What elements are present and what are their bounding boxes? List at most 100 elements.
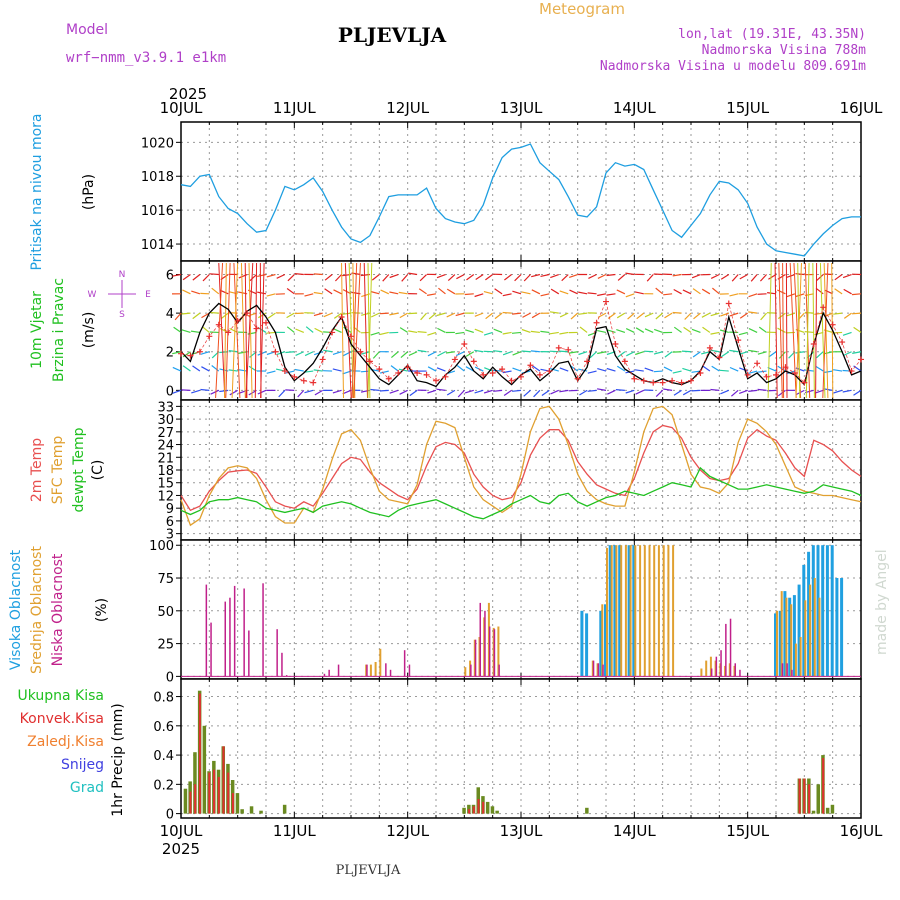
- wind-arrow: [719, 369, 729, 372]
- wind-arrow: [702, 326, 711, 333]
- cloud-low-bar: [602, 664, 604, 677]
- cloud-low-bar: [729, 618, 732, 677]
- compass-rose: N E S W: [88, 270, 152, 320]
- wind-arrow: [285, 351, 295, 354]
- wind-arrow: [739, 312, 749, 319]
- cloud-low-bar: [205, 584, 208, 677]
- wind-arrow: [530, 350, 540, 353]
- cloud-high-bar: [835, 578, 839, 677]
- wind-arrow: [578, 291, 588, 295]
- wind-arrow: [295, 351, 305, 356]
- wind-arrow: [446, 312, 456, 318]
- wind-arrow: [456, 365, 465, 372]
- cloud-low-bar: [366, 664, 368, 677]
- wind-arrow: [191, 290, 201, 295]
- wind-arrow: [540, 293, 550, 297]
- wind-arrow: [437, 327, 446, 333]
- cloud-low-bar: [470, 664, 472, 677]
- wind-arrow: [297, 389, 305, 398]
- wind-arrow: [408, 272, 418, 276]
- wind-arrow: [417, 349, 427, 353]
- wind-arrow: [512, 389, 522, 392]
- wind-arrow: [719, 329, 729, 334]
- wind-ytick-label: 4: [166, 307, 174, 322]
- wind-arrow: [823, 388, 833, 391]
- cloud-mid-bar: [653, 545, 656, 677]
- wind-unit: (m/s): [81, 312, 97, 349]
- wind-arrow: [172, 273, 182, 277]
- wind-ytick-label: 0: [166, 384, 174, 399]
- precip-total-bar: [249, 806, 254, 814]
- precip-total-bar: [490, 806, 495, 814]
- wind-arrow: [379, 331, 389, 336]
- gust-marker: [234, 317, 241, 324]
- cloud-low-bar: [720, 650, 722, 677]
- wind-arrow: [313, 312, 323, 317]
- temperature-ytick-label: 27: [157, 426, 174, 441]
- compass-n: N: [119, 270, 126, 280]
- precip-total-bar: [183, 788, 188, 814]
- wind-arrow: [816, 274, 824, 282]
- wind-arrow: [664, 351, 673, 358]
- wind-arrow: [219, 389, 229, 393]
- wind-arrow: [701, 288, 711, 295]
- wind-arrow: [653, 328, 663, 333]
- wind-arrow: [597, 293, 607, 297]
- wind-arrow: [428, 312, 437, 320]
- cloud-mid-bar: [790, 604, 793, 677]
- temperature-ytick-label: 15: [157, 477, 174, 492]
- x-date-label-top: 14JUL: [613, 99, 656, 117]
- wind-arrow: [635, 389, 645, 395]
- wind-arrow: [173, 326, 182, 333]
- wind-arrow: [570, 312, 579, 320]
- wind-arrow: [701, 312, 711, 318]
- wind-arrow: [777, 289, 786, 295]
- wind-arrow: [786, 293, 796, 298]
- cloud-mid-bar: [634, 545, 637, 677]
- cloud-low-bar: [479, 602, 481, 677]
- cloud-high-bar: [825, 545, 829, 677]
- wind-arrow: [201, 366, 210, 372]
- wind-arrow: [777, 312, 786, 320]
- wind-arrow: [606, 273, 616, 277]
- wind-arrow: [596, 388, 607, 391]
- cloud-low-bar: [493, 629, 496, 677]
- cloud-high-bar: [821, 545, 825, 677]
- gust-marker: [801, 379, 808, 386]
- wind-arrow: [768, 274, 777, 280]
- gust-marker: [442, 373, 449, 380]
- wind-arrow: [427, 351, 437, 357]
- wind-arrow: [493, 369, 503, 372]
- temperature-ytick-label: 30: [157, 413, 174, 428]
- wind-arrow: [748, 389, 758, 392]
- cloud-high-bar: [778, 610, 782, 677]
- wind-arrow: [569, 273, 578, 278]
- wind-fan-line: [254, 262, 258, 399]
- wind-arrow: [400, 351, 409, 359]
- wind-arrow: [568, 351, 578, 354]
- wind-arrow: [616, 289, 626, 295]
- wind-fan-line: [215, 262, 224, 399]
- wind-arrow: [409, 389, 418, 397]
- precip-panel: 0 0.2 0.4 0.6 0.8: [153, 678, 862, 823]
- cloud-mid-bar: [606, 547, 608, 677]
- wind-arrow: [587, 292, 597, 295]
- wind-arrow: [682, 389, 692, 396]
- wind-arrow: [578, 351, 588, 356]
- wind-arrow: [436, 273, 446, 279]
- precip-conv-bar: [208, 772, 211, 814]
- cloud-mid-bar: [809, 584, 812, 677]
- wind-arrow: [842, 273, 852, 279]
- wind-arrow: [305, 326, 314, 333]
- wind-arrow: [521, 328, 531, 333]
- gust-marker: [612, 341, 619, 348]
- wind-arrow: [625, 328, 635, 333]
- wind-arrow: [541, 389, 550, 396]
- clouds-ytick-label: 100: [149, 539, 174, 554]
- cloud-high-bar: [613, 545, 617, 677]
- wind-arrow: [824, 289, 833, 295]
- wind-arrow: [778, 351, 786, 359]
- precip-ytick-label: 0.8: [153, 691, 174, 706]
- wind-arrow: [464, 293, 474, 296]
- cloud-mid-bar: [799, 637, 802, 677]
